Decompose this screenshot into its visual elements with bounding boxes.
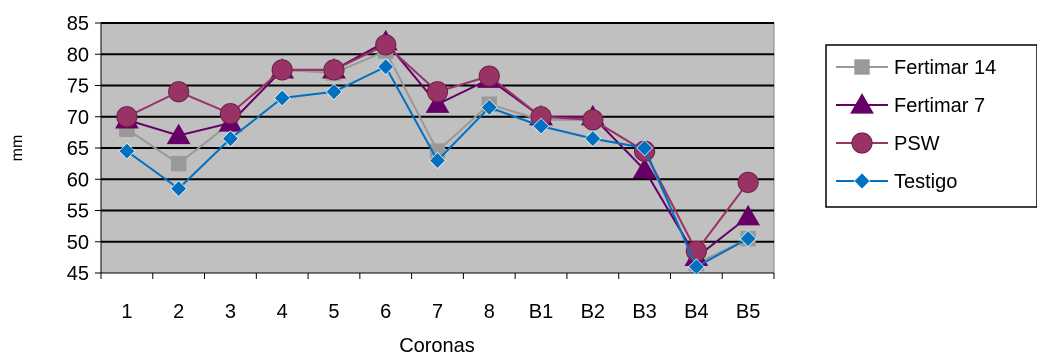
x-tick-label: 6 xyxy=(380,301,391,323)
data-point-diamond xyxy=(853,172,871,190)
data-point-triangle xyxy=(850,93,874,114)
data-point-triangle xyxy=(425,92,450,113)
y-tick-label: 45 xyxy=(67,263,89,285)
y-tick-label: 80 xyxy=(67,44,89,66)
data-point-circle xyxy=(271,59,293,81)
series-testigo xyxy=(118,58,757,276)
legend-label: PSW xyxy=(894,133,940,155)
data-point-circle xyxy=(219,103,242,125)
data-point-diamond xyxy=(118,142,136,160)
y-tick-label: 70 xyxy=(67,107,89,129)
x-tick-label: 1 xyxy=(121,301,132,323)
data-point-diamond xyxy=(739,230,757,247)
y-tick-label: 60 xyxy=(67,169,89,191)
x-tick-label: 8 xyxy=(484,301,495,323)
data-point-circle xyxy=(116,106,138,128)
data-point-diamond xyxy=(273,89,291,107)
data-point-diamond xyxy=(532,117,550,135)
data-point-diamond xyxy=(688,258,705,276)
x-axis-label: Coronas xyxy=(399,335,475,357)
data-point-circle xyxy=(375,34,397,56)
series-psw xyxy=(116,34,759,262)
y-tick-labels: 45 50 55 60 65 70 75 80 85 xyxy=(67,13,89,285)
data-point-diamond xyxy=(170,180,187,197)
x-tick-label: 3 xyxy=(225,301,236,323)
x-tick-label: 7 xyxy=(432,301,443,323)
data-point-diamond xyxy=(636,139,653,157)
legend-item: Fertimar 7 xyxy=(836,93,985,117)
legend-label: Fertimar 14 xyxy=(894,57,996,79)
y-tick-label: 75 xyxy=(67,76,89,98)
x-tick-label: 2 xyxy=(173,301,184,323)
y-axis-label: mm xyxy=(9,135,26,162)
legend-item: Testigo xyxy=(836,171,957,193)
data-point-circle xyxy=(168,81,190,103)
legend-label: Testigo xyxy=(894,171,957,193)
x-tick-label: 5 xyxy=(328,301,339,323)
y-tick-label: 85 xyxy=(67,13,89,35)
legend-item: PSW xyxy=(836,132,940,155)
data-point-triangle xyxy=(736,204,761,226)
x-tick-label: B4 xyxy=(684,301,708,323)
data-point-diamond xyxy=(584,130,602,147)
data-point-diamond xyxy=(429,152,446,169)
data-point-circle xyxy=(737,171,759,193)
data-point-triangle xyxy=(632,157,657,179)
data-point-diamond xyxy=(480,99,498,116)
data-point-triangle xyxy=(166,123,191,145)
data-point-square xyxy=(170,155,187,172)
data-point-diamond xyxy=(222,130,239,147)
x-tick-label: B2 xyxy=(581,301,605,323)
legend-item: Fertimar 14 xyxy=(836,57,996,79)
legend-label: Fertimar 7 xyxy=(894,95,985,117)
data-point-circle xyxy=(426,81,449,103)
data-point-circle xyxy=(478,65,500,87)
axes xyxy=(95,22,775,279)
data-point-diamond xyxy=(377,58,395,76)
data-point-square xyxy=(854,59,870,75)
y-tick-label: 55 xyxy=(67,201,89,223)
x-tick-label: 4 xyxy=(277,301,288,323)
data-point-circle xyxy=(323,59,345,81)
data-point-circle xyxy=(582,109,604,131)
x-tick-labels: 1 2 3 4 5 6 7 8 B1 B2 B3 B4 B5 xyxy=(121,301,760,323)
series-lines xyxy=(114,29,761,276)
data-point-circle xyxy=(851,132,873,154)
y-tick-label: 50 xyxy=(67,232,89,254)
legend: Fertimar 14 Fertimar 7 PSW Testigo xyxy=(825,44,1037,208)
data-point-diamond xyxy=(325,83,343,101)
x-tick-label: B5 xyxy=(736,301,760,323)
y-tick-label: 65 xyxy=(67,138,89,160)
x-tick-label: B1 xyxy=(529,301,553,323)
x-tick-label: B3 xyxy=(632,301,656,323)
